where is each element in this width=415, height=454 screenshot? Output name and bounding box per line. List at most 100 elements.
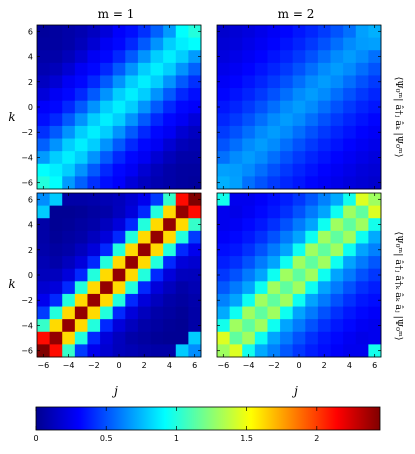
- heatmap-cell: [343, 256, 357, 270]
- heatmap-cell: [254, 176, 268, 190]
- heatmap-cell: [254, 268, 268, 282]
- heatmap-cell: [280, 25, 294, 39]
- heatmap-cell: [62, 138, 76, 152]
- heatmap-cell: [125, 193, 139, 207]
- heatmap-cell: [280, 281, 294, 295]
- heatmap-cell: [74, 281, 88, 295]
- heatmap-panel-m1-one-body: [36, 24, 202, 190]
- heatmap-cell: [112, 138, 126, 152]
- heatmap-cell: [267, 50, 281, 64]
- heatmap-cell: [317, 331, 331, 345]
- x-tick-label: 2: [322, 361, 327, 370]
- heatmap-cell: [49, 230, 63, 244]
- heatmap-cell: [343, 205, 357, 219]
- heatmap-cell: [112, 293, 126, 307]
- heatmap-cell: [242, 100, 256, 114]
- colorbar-tick-label: 2: [314, 434, 319, 443]
- heatmap-cell: [330, 230, 344, 244]
- heatmap-cell: [175, 75, 189, 89]
- heatmap-cell: [188, 37, 202, 51]
- heatmap-cell: [112, 306, 126, 320]
- heatmap-cell: [217, 75, 231, 89]
- heatmap-cell: [355, 268, 369, 282]
- heatmap-cell: [280, 163, 294, 177]
- heatmap-cell: [188, 218, 202, 232]
- heatmap-cell: [330, 319, 344, 333]
- y-tick-label: 6: [28, 27, 33, 36]
- heatmap-cell: [87, 176, 101, 190]
- heatmap-cell: [317, 125, 331, 139]
- colorbar-ticks: 0 0.5 1 1.5 2: [33, 407, 319, 443]
- heatmap-cell: [229, 75, 243, 89]
- heatmap-cell: [112, 100, 126, 114]
- heatmap-cell: [280, 306, 294, 320]
- heatmap-cell: [254, 88, 268, 102]
- heatmap-cell: [112, 268, 126, 282]
- heatmap-cell: [242, 344, 256, 358]
- heatmap-cell: [317, 306, 331, 320]
- heatmap-cell: [37, 113, 51, 127]
- heatmap-cell: [74, 243, 88, 257]
- x-tick-label: −2: [88, 361, 100, 370]
- heatmap-cell: [242, 205, 256, 219]
- x-tick-label: 4: [167, 361, 172, 370]
- heatmap-cell: [150, 62, 164, 76]
- heatmap-cell: [368, 62, 382, 76]
- heatmap-cell: [267, 88, 281, 102]
- heatmap-cell: [112, 256, 126, 270]
- heatmap-cell: [87, 88, 101, 102]
- heatmap-cell: [163, 193, 177, 207]
- heatmap-cell: [292, 100, 306, 114]
- heatmap-cell: [112, 230, 126, 244]
- heatmap-cell: [217, 256, 231, 270]
- heatmap-cell: [355, 176, 369, 190]
- y-tick-label: −2: [21, 296, 33, 305]
- heatmap-cell: [343, 88, 357, 102]
- heatmap-cell: [292, 205, 306, 219]
- heatmap-cell: [305, 88, 319, 102]
- heatmap-cell: [292, 151, 306, 165]
- heatmap-cell: [242, 256, 256, 270]
- heatmap-cell: [74, 205, 88, 219]
- heatmap-cell: [292, 268, 306, 282]
- heatmap-cell: [368, 113, 382, 127]
- heatmap-cell: [317, 113, 331, 127]
- heatmap-cell: [292, 230, 306, 244]
- heatmap-cell: [267, 37, 281, 51]
- y-tick-label: 6: [28, 195, 33, 204]
- heatmap-cell: [150, 306, 164, 320]
- heatmap-cell: [242, 243, 256, 257]
- heatmap-cell: [137, 281, 151, 295]
- heatmap-cell: [229, 344, 243, 358]
- heatmap-cell: [62, 62, 76, 76]
- heatmap-cell: [37, 151, 51, 165]
- heatmap-cell: [254, 319, 268, 333]
- heatmap-cell: [292, 138, 306, 152]
- heatmap-cell: [175, 125, 189, 139]
- heatmap-cell: [368, 344, 382, 358]
- heatmap-cell: [87, 37, 101, 51]
- heatmap-cell: [280, 268, 294, 282]
- heatmap-cell: [317, 319, 331, 333]
- heatmap-cell: [125, 151, 139, 165]
- heatmap-cell: [330, 75, 344, 89]
- heatmap-cell: [254, 62, 268, 76]
- heatmap-cell: [343, 268, 357, 282]
- heatmap-cell: [368, 37, 382, 51]
- heatmap-cell: [343, 163, 357, 177]
- heatmap-cell: [343, 50, 357, 64]
- heatmap-cell: [74, 100, 88, 114]
- heatmap-cell: [62, 37, 76, 51]
- heatmap-cell: [330, 256, 344, 270]
- heatmap-cell: [37, 163, 51, 177]
- heatmap-cell: [317, 205, 331, 219]
- heatmap-cell: [137, 125, 151, 139]
- heatmap-cell: [343, 113, 357, 127]
- heatmap-cell: [163, 230, 177, 244]
- heatmap-cell: [49, 100, 63, 114]
- heatmap-cell: [163, 176, 177, 190]
- heatmap-cell: [49, 319, 63, 333]
- heatmap-cell: [150, 344, 164, 358]
- heatmap-cell: [355, 293, 369, 307]
- heatmap-cell: [267, 205, 281, 219]
